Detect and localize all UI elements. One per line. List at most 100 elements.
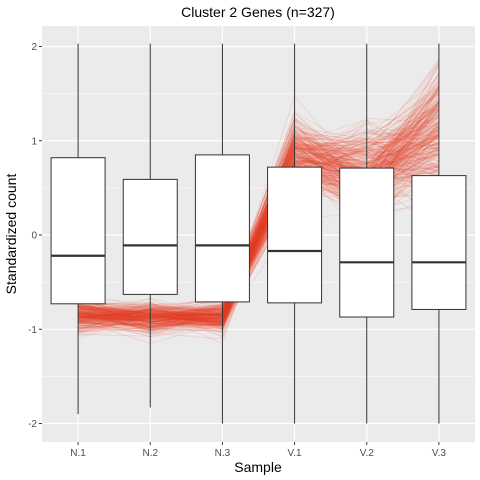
gene-profile-line (78, 141, 439, 327)
gene-profile-line (78, 91, 440, 325)
gene-profile-line (78, 143, 439, 320)
gene-profile-line (78, 143, 439, 325)
gene-profile-line (78, 126, 439, 317)
gene-profile-line (78, 102, 440, 323)
gene-profile-line (78, 128, 439, 330)
gene-profile-line (77, 144, 439, 331)
gene-profile-line (78, 130, 440, 321)
gene-profile-line (77, 116, 440, 329)
gene-profile-line (78, 116, 440, 324)
gene-profile-line (78, 120, 440, 326)
gene-profile-line (78, 156, 439, 323)
gene-profile-line (78, 101, 440, 338)
gene-profile-line (78, 131, 440, 319)
gene-profile-line (78, 147, 440, 323)
box-iqr (339, 167, 395, 318)
gene-profile-line (78, 107, 440, 317)
y-axis: -2 -1 0 1 2 (28, 42, 42, 430)
plot-panel (42, 26, 475, 442)
gene-profile-line (77, 134, 440, 322)
gene-profile-line (78, 115, 440, 344)
gene-profile-line (78, 86, 440, 317)
gene-profile-line (78, 89, 440, 335)
y-tick-label: -1 (28, 325, 37, 336)
gene-profile-line (78, 122, 440, 320)
gene-profile-line (77, 107, 440, 322)
gene-profile-line (78, 122, 440, 337)
x-tick-label: V.2 (360, 448, 375, 459)
gene-profile-line (77, 146, 440, 321)
gene-profile-line (78, 150, 440, 335)
gene-profile-line (77, 114, 440, 335)
gene-profile-line (78, 134, 440, 326)
x-tick-label: V.1 (288, 448, 303, 459)
box-iqr (122, 178, 178, 295)
gene-profile-line (78, 122, 440, 321)
gene-profile-line (78, 109, 440, 319)
gene-profile-line (78, 139, 440, 333)
gene-profile-line (77, 122, 440, 322)
gene-profile-line (78, 141, 440, 321)
gene-profile-line (78, 88, 440, 321)
box-iqr (267, 166, 323, 304)
gene-profile-line (78, 122, 440, 321)
gene-profile-line (77, 58, 440, 331)
gene-profile-line (78, 128, 440, 315)
gene-profile-line (77, 107, 440, 321)
gene-profile-line (78, 134, 440, 333)
gene-profile-line (77, 147, 440, 331)
gene-profile-line (77, 156, 440, 326)
gene-profile-line (77, 139, 440, 323)
gene-profile-line (78, 114, 440, 318)
gene-profile-line (77, 120, 440, 324)
gene-profile-line (78, 133, 440, 318)
x-tick-label: N.1 (70, 448, 86, 459)
gene-profile-line (78, 133, 440, 323)
gene-profile-line (78, 128, 439, 325)
gene-profile-line (78, 117, 440, 325)
gene-profile-line (78, 133, 439, 312)
gene-profile-line (78, 134, 440, 321)
gene-profile-line (77, 118, 440, 330)
x-tick-label: V.3 (432, 448, 447, 459)
gene-profile-line (78, 101, 440, 320)
gene-profile-line (78, 107, 440, 325)
gene-profile-line (78, 105, 440, 340)
gene-profile-line (78, 121, 440, 325)
gene-profile-line (78, 85, 440, 320)
gene-profile-line (78, 61, 440, 323)
gene-profile-line (77, 132, 440, 332)
y-tick-label: 1 (31, 136, 37, 147)
gene-profile-line (78, 146, 440, 323)
x-tick-label: N.3 (215, 448, 231, 459)
gene-profile-line (78, 113, 440, 327)
gene-profile-line (78, 128, 440, 320)
gene-profile-line (77, 91, 440, 328)
gene-profile-line (78, 107, 440, 322)
gene-profile-line (78, 138, 440, 329)
gene-profile-line (78, 117, 440, 319)
gene-profile-line (78, 129, 440, 327)
gene-profile-line (77, 134, 440, 336)
gene-profile-line (78, 162, 439, 332)
x-axis-label: Sample (234, 459, 282, 475)
gene-profile-line (78, 88, 440, 329)
box-iqr (194, 154, 250, 303)
gene-profile-line (78, 135, 440, 310)
gene-profile-line (78, 105, 440, 327)
gene-profile-line (78, 130, 440, 329)
gene-profile-line (78, 147, 439, 320)
gene-profile-line (78, 136, 440, 326)
gene-profile-line (78, 92, 440, 327)
gene-profile-line (78, 143, 440, 327)
minor-gridlines (42, 93, 475, 377)
gene-profile-line (78, 155, 440, 315)
box-iqr (50, 157, 106, 305)
gene-profile-line (78, 82, 440, 321)
gene-profile-line (78, 153, 439, 326)
gene-profile-line (78, 102, 440, 325)
boxplots (50, 43, 467, 424)
gene-profile-line (78, 89, 440, 316)
gene-profile-line (78, 124, 439, 327)
gene-profile-line (78, 73, 440, 319)
